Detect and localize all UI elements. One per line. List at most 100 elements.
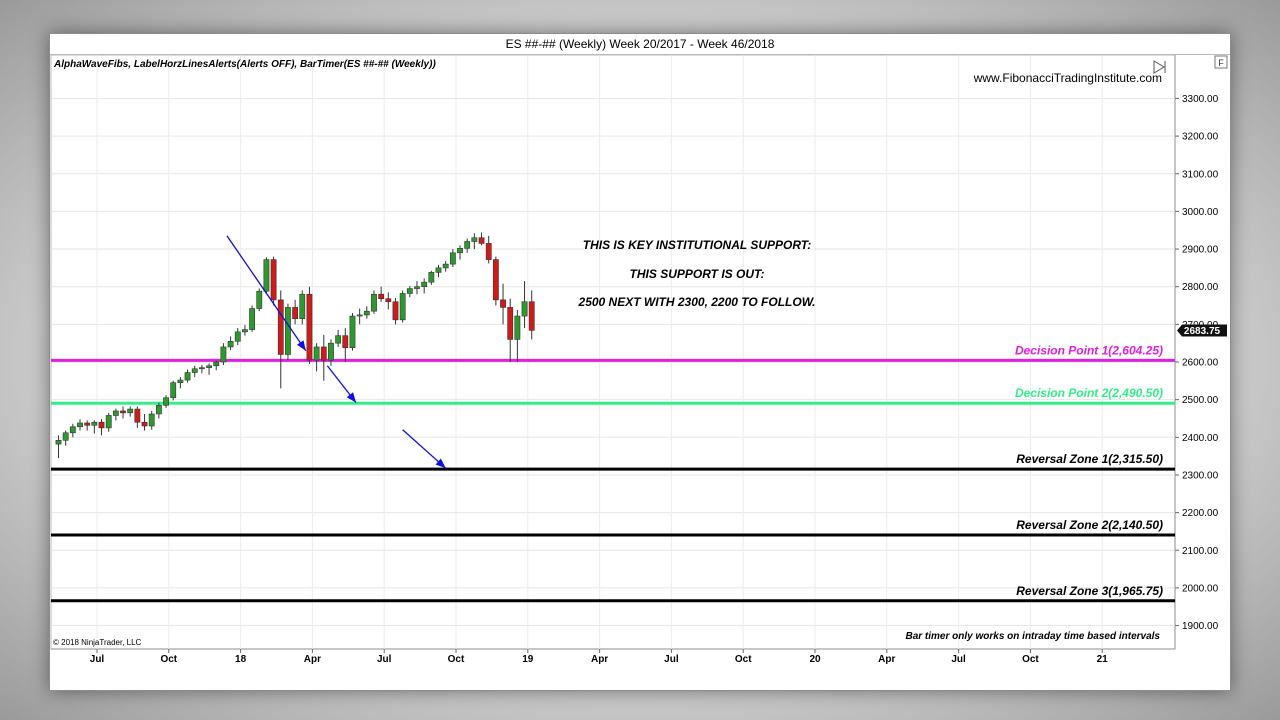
candle [320,334,327,381]
plot-area[interactable] [50,54,1176,650]
candle-body [120,410,126,414]
candle-body [342,335,349,348]
arrow-2 [326,365,357,404]
candle-body [163,397,169,406]
candle-body [363,310,370,316]
time-tick-label: Apr [304,654,321,665]
level-label-3: Reversal Zone 1(2,315.50) [1016,452,1163,466]
candle [478,232,485,246]
time-tick-label: Oct [735,654,752,665]
candle-body [220,346,227,363]
candle-body [449,252,456,265]
watermark: www.FibonacciTradingInstitute.com [973,71,1162,85]
time-tick-label: Oct [448,654,465,665]
arrow-1 [226,235,307,352]
candle-body [328,342,334,361]
axis-format-button-label: F [1218,58,1224,68]
candle-body [134,408,141,423]
candle [213,360,220,371]
last-price-label: 2683.75 [1184,326,1221,337]
level-label-1: Decision Point 1(2,604.25) [1015,343,1163,357]
candle [120,406,126,419]
candle-body [263,259,270,292]
candle [457,245,463,260]
time-axis[interactable]: Jul Oct 18 Apr Jul Oct 19 Apr Jul Oct 20 Apr Jul Oct 2… [90,649,1108,665]
candle [91,420,98,434]
candle-body [464,241,471,249]
candle-body [213,361,220,367]
candle-body [313,346,320,361]
price-tick-label: 2100.00 [1182,546,1219,557]
price-tick-label: 3300.00 [1182,94,1219,105]
candle-body [514,315,521,340]
candle [485,235,492,264]
candle-body [242,329,248,333]
candle-body [148,413,155,427]
candle-body [292,307,299,320]
time-tick-label: Jul [664,654,679,665]
candle-body [320,346,327,361]
level-label-5: Reversal Zone 3(1,965.75) [1016,584,1163,598]
candle-body [206,365,212,368]
candle-body [528,301,535,331]
candle-body [105,415,112,429]
candle-body [199,367,205,370]
candle-body [521,301,528,317]
arrow-head [346,392,357,403]
candle [69,423,76,438]
bar-timer-note: Bar timer only works on intraday time ba… [905,631,1160,642]
candle-body [84,422,91,426]
arrow-head [296,340,306,351]
candle [77,419,83,431]
arrow-3 [402,429,447,469]
candle [428,270,435,285]
candle-body [77,422,83,428]
axis-format-button[interactable]: F [1214,55,1228,69]
time-tick-label: Jul [377,654,392,665]
time-tick-label: Apr [591,654,608,665]
price-tick-label: 2600.00 [1182,358,1219,369]
price-tick-label: 2300.00 [1182,470,1219,481]
candle [442,261,449,272]
arrow-shaft [226,235,307,352]
candle-body [177,379,184,384]
candle [328,339,334,366]
candle [528,290,535,340]
candle [112,408,119,421]
candle [62,430,69,446]
candle [256,288,263,312]
candle [335,329,342,347]
candle-body [270,259,277,301]
candle-body [277,299,284,355]
play-icon[interactable] [1153,60,1166,74]
candle [371,290,377,314]
chart-svg[interactable]: 3300.00 3200.00 3100.00 3000.00 2900.00 2800.… [50,34,1230,690]
level-lines: Decision Point 1(2,604.25) Decision Point… [51,343,1175,603]
candle-body [471,237,478,242]
candle-body [507,307,514,340]
candle [55,435,62,459]
candle [249,305,255,332]
price-tick-label: 2900.00 [1182,245,1219,256]
candle-body [127,408,134,414]
candle-body [421,281,428,288]
candle [521,281,528,329]
candle-body [256,290,263,309]
candle-body [249,308,255,330]
price-tick-label: 1900.00 [1182,621,1219,632]
candle [464,238,471,253]
level-label-4: Reversal Zone 2(2,140.50) [1016,518,1163,532]
candle [263,257,270,294]
candle [84,420,91,431]
candle-body [457,247,463,254]
candle [435,264,442,278]
candle [105,412,112,432]
time-tick-label: Oct [160,654,177,665]
candle-body [155,404,162,415]
candle-body [184,372,191,381]
candle-body [306,293,313,361]
candle [220,343,227,366]
candle [206,363,212,375]
price-axis[interactable]: 3300.00 3200.00 3100.00 3000.00 2900.00 2800.… [1175,94,1219,632]
candle-body [299,293,306,320]
